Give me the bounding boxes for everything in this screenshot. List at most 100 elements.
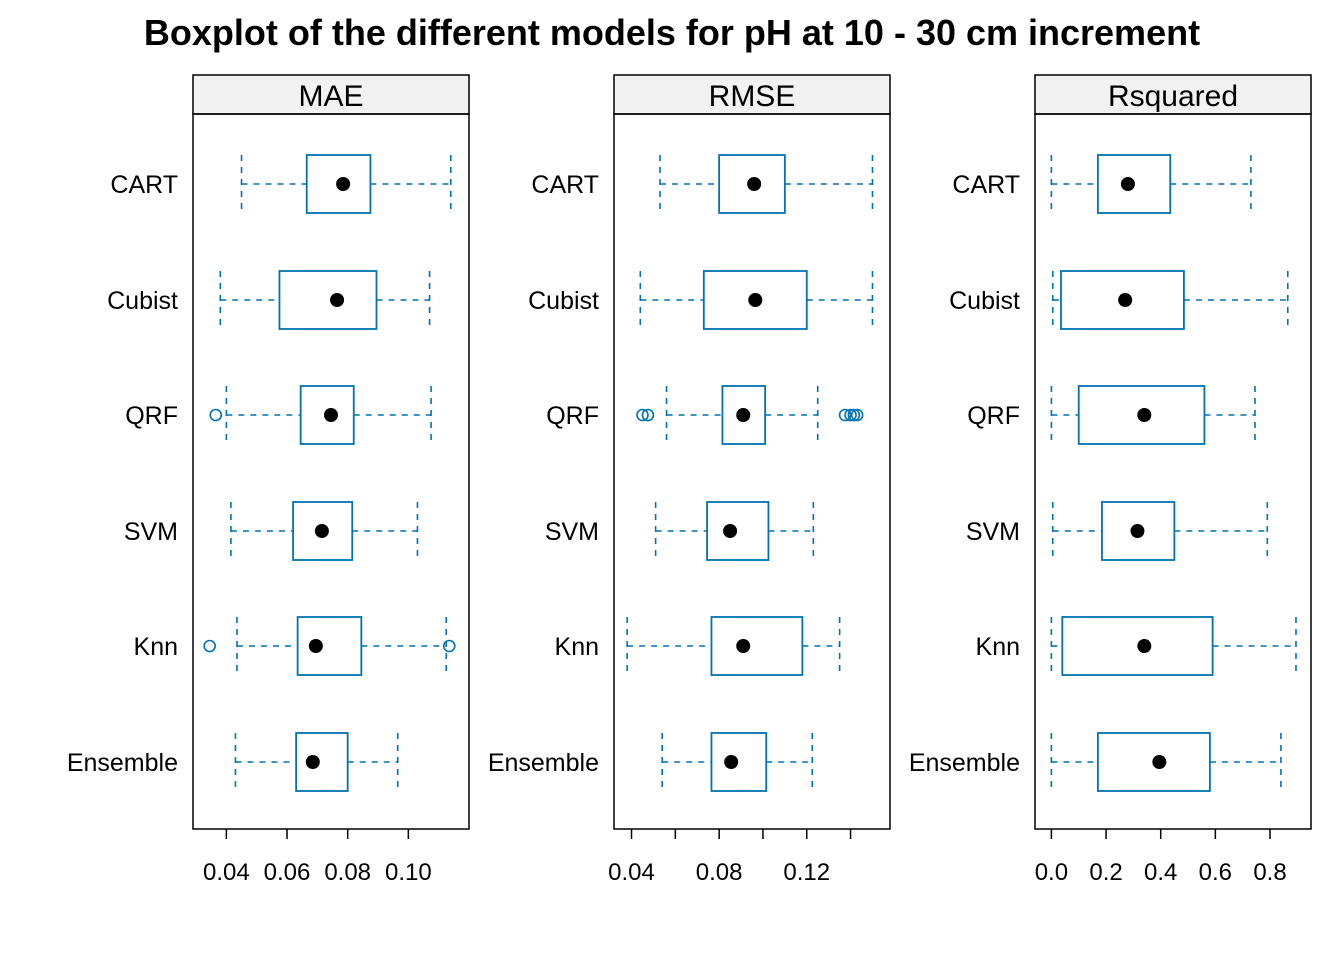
iqr-box [292,501,354,561]
iqr-box [296,616,363,676]
box-qrf [1050,385,1256,445]
box-cart [659,154,874,214]
iqr-box [1096,154,1172,214]
x-tick-label: 0.04 [608,859,655,886]
box-cubist [219,270,431,330]
iqr-box [702,270,808,330]
median-dot [1130,524,1145,538]
category-label: QRF [546,402,599,430]
median-dot [305,755,320,769]
box-ensemble [661,732,814,792]
x-tick-label: 0.06 [264,859,311,886]
median-dot [1152,755,1167,769]
box-knn [203,616,456,676]
median-dot [724,755,739,769]
iqr-box [278,270,378,330]
panel-rsquared: Rsquared CART Cubist QRF SVM Knn Ensemble 0.0 0.… [909,74,1312,886]
median-dot [736,639,751,653]
box-qrf [209,385,432,445]
box-svm [230,501,419,561]
box-svm [1051,501,1269,561]
iqr-box [305,154,372,214]
box-cubist [639,270,874,330]
x-tick-label: 0.12 [783,859,830,886]
panel-mae: MAE CART Cubist QRF SVM Knn Ensemble 0.04 0.06 0.… [67,74,470,886]
category-label: CART [110,171,178,199]
category-label: Ensemble [488,749,599,777]
median-dot [336,177,351,191]
x-tick-label: 0.6 [1199,859,1232,886]
median-dot [308,639,323,653]
category-label: Ensemble [67,749,178,777]
panel-frame [1034,113,1312,830]
category-label: Cubist [949,287,1020,315]
category-label: Cubist [528,287,599,315]
box-cart [1050,154,1252,214]
strip-label: MAE [298,80,363,113]
category-label: Knn [976,633,1020,661]
median-dot [748,293,763,307]
category-label: Knn [555,633,599,661]
iqr-box [1061,616,1214,676]
category-label: QRF [125,402,178,430]
box-knn [626,616,841,676]
iqr-box [1077,385,1206,445]
iqr-box [710,616,804,676]
outlier-point [641,408,655,422]
category-label: Cubist [107,287,178,315]
chart-title: Boxplot of the different models for pH a… [143,12,1201,53]
median-dot [1120,177,1135,191]
x-tick-label: 0.04 [203,859,250,886]
x-tick-label: 0.8 [1253,859,1286,886]
panel-rmse: RMSE CART Cubist QRF SVM Knn Ensemble 0.04 0.08 0… [488,74,891,886]
iqr-box [710,732,768,792]
x-tick-label: 0.2 [1089,859,1122,886]
box-cart [240,154,452,214]
category-label: CART [531,171,599,199]
median-dot [330,293,345,307]
category-label: Ensemble [909,749,1020,777]
box-ensemble [1050,732,1282,792]
iqr-box [1096,732,1211,792]
strip-header [192,74,470,115]
median-dot [1137,639,1152,653]
median-dot [314,524,329,538]
x-tick-label: 0.0 [1035,859,1068,886]
category-label: SVM [124,518,178,546]
panel-frame [192,113,470,830]
strip-header [613,74,891,115]
box-knn [1050,616,1297,676]
iqr-box [1101,501,1176,561]
x-tick-label: 0.08 [696,859,743,886]
category-label: SVM [545,518,599,546]
x-tick-label: 0.10 [385,859,432,886]
outlier-point [847,408,861,422]
category-label: Knn [134,633,178,661]
outlier-point [209,408,223,422]
median-dot [324,408,338,422]
x-tick-label: 0.08 [324,859,371,886]
category-label: CART [952,171,1020,199]
box-svm [654,501,815,561]
outlier-point [838,408,852,422]
category-label: QRF [967,402,1020,430]
outlier-point [442,639,456,653]
strip-header [1034,74,1312,115]
iqr-box [721,385,767,445]
strip-label: Rsquared [1108,80,1238,113]
outlier-point [850,408,864,422]
median-dot [1118,293,1133,307]
median-dot [747,177,762,191]
outlier-point [203,639,216,653]
outlier-point [844,408,857,422]
iqr-box [299,385,355,445]
iqr-box [295,732,349,792]
x-tick-label: 0.4 [1144,859,1177,886]
box-cubist [1051,270,1289,330]
strip-label: RMSE [709,80,796,113]
iqr-box [718,154,786,214]
category-label: SVM [966,518,1020,546]
outlier-point [636,408,649,422]
